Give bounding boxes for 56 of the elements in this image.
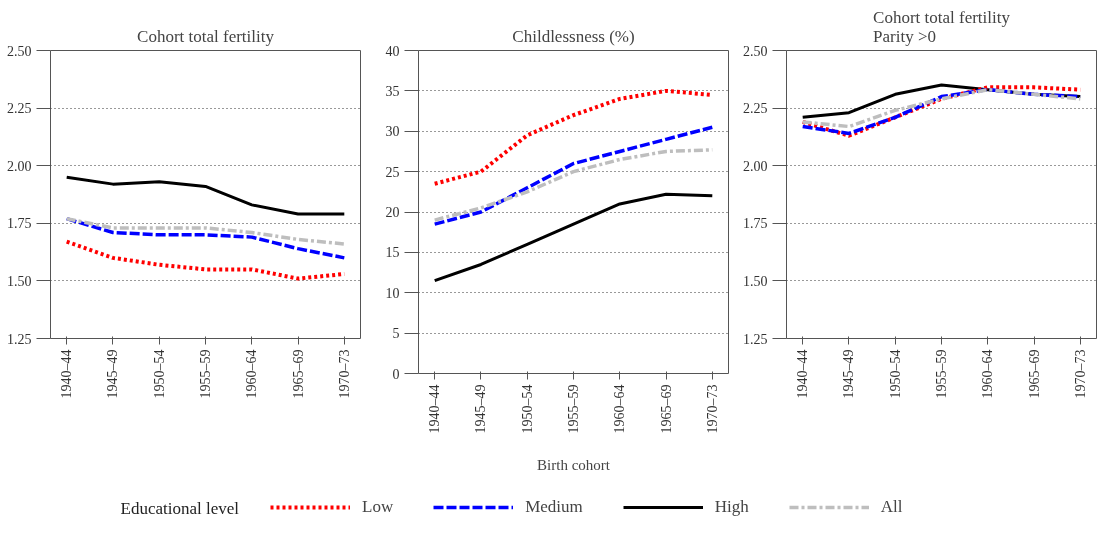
legend-label: All bbox=[880, 497, 903, 517]
chart-title: Cohort total fertility bbox=[137, 26, 275, 46]
x-tick-label: 1940–44 bbox=[59, 349, 75, 399]
x-tick-label: 1945–49 bbox=[841, 349, 857, 399]
x-tick-label: 1970–73 bbox=[704, 384, 720, 434]
x-tick-label: 1940–44 bbox=[427, 384, 443, 434]
chart-title: Cohort total fertility Parity >0 bbox=[873, 7, 1011, 46]
x-tick-label: 1955–59 bbox=[198, 349, 213, 399]
y-tick-label: 15 bbox=[385, 245, 400, 261]
y-tick-label: 1.25 bbox=[743, 331, 768, 347]
legend-label: High bbox=[714, 497, 749, 517]
x-tick-label: 1965–69 bbox=[290, 349, 306, 399]
x-tick-label: 1950–54 bbox=[887, 349, 903, 399]
y-tick-label: 2.50 bbox=[743, 43, 768, 59]
x-axis-title: Birth cohort bbox=[537, 456, 611, 473]
y-tick-label: 0 bbox=[392, 366, 400, 382]
y-tick-label: 2.00 bbox=[743, 158, 768, 174]
x-tick-label: 1970–73 bbox=[336, 349, 352, 399]
x-tick-label: 1960–64 bbox=[244, 349, 260, 399]
y-tick-label: 1.75 bbox=[7, 216, 32, 232]
x-tick-label: 1960–64 bbox=[612, 384, 628, 434]
legend-label: Low bbox=[362, 497, 394, 517]
y-tick-label: 2.00 bbox=[7, 158, 32, 174]
chart-title: Childlessness (%) bbox=[512, 26, 635, 46]
y-tick-label: 10 bbox=[385, 285, 400, 301]
x-tick-label: 1940–44 bbox=[795, 349, 811, 399]
line-series bbox=[64, 216, 347, 260]
line-series bbox=[65, 175, 346, 216]
y-tick-label: 5 bbox=[392, 326, 400, 342]
y-tick-label: 40 bbox=[385, 43, 400, 59]
x-tick-label: 1955–59 bbox=[934, 349, 949, 399]
x-tick-label: 1950–54 bbox=[519, 384, 535, 434]
legend-label: Medium bbox=[525, 497, 583, 517]
x-tick-label: 1960–64 bbox=[980, 349, 996, 399]
x-tick-label: 1965–69 bbox=[1026, 349, 1042, 399]
x-tick-label: 1945–49 bbox=[105, 349, 121, 399]
y-tick-label: 1.50 bbox=[743, 273, 768, 289]
y-tick-label: 1.75 bbox=[743, 216, 768, 232]
y-tick-label: 30 bbox=[385, 124, 400, 140]
x-tick-label: 1945–49 bbox=[473, 384, 489, 434]
y-tick-label: 2.25 bbox=[743, 101, 768, 117]
line-series bbox=[64, 216, 347, 246]
line-series bbox=[432, 125, 715, 226]
y-tick-label: 1.25 bbox=[7, 331, 32, 347]
x-tick-label: 1965–69 bbox=[658, 384, 674, 434]
x-tick-label: 1950–54 bbox=[151, 349, 167, 399]
y-tick-label: 25 bbox=[385, 164, 400, 180]
y-tick-label: 2.25 bbox=[7, 101, 32, 117]
line-series bbox=[433, 192, 714, 283]
legend-title: Educational level bbox=[120, 499, 240, 518]
y-tick-label: 35 bbox=[385, 83, 400, 99]
x-tick-label: 1970–73 bbox=[1072, 349, 1088, 399]
y-tick-label: 20 bbox=[385, 205, 400, 220]
y-tick-label: 2.50 bbox=[7, 43, 32, 59]
y-tick-label: 1.50 bbox=[7, 273, 32, 289]
x-tick-label: 1955–59 bbox=[566, 384, 581, 434]
